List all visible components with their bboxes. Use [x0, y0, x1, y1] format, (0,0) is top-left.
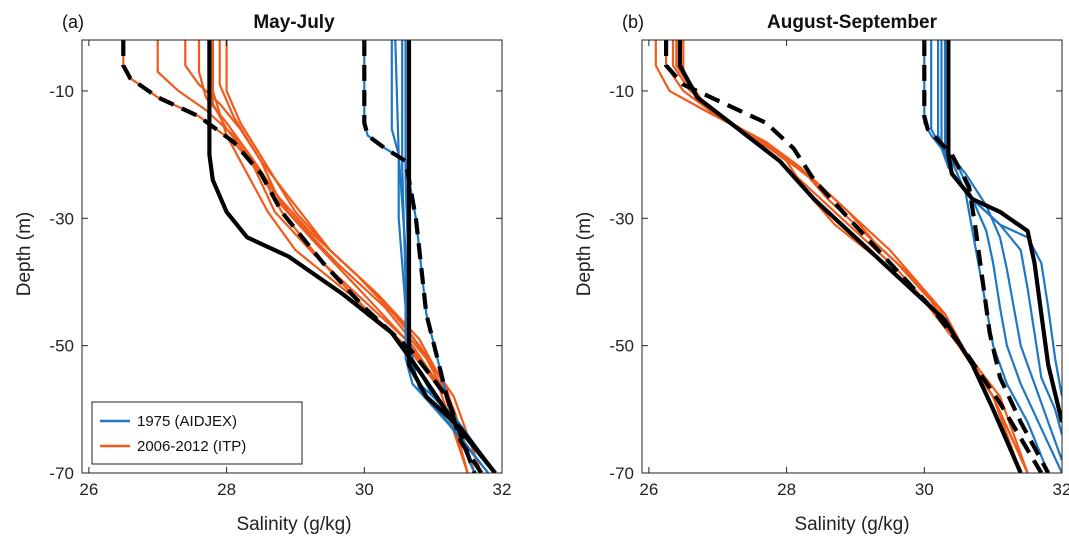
panel-b-xlabel: Salinity (g/kg): [794, 514, 909, 535]
x-tick-label: 28: [217, 480, 236, 499]
legend-label: 2006-2012 (ITP): [137, 438, 246, 455]
aidjex-profile-line: [923, 40, 1050, 473]
itp-profile-line: [156, 40, 476, 473]
x-tick-label: 32: [493, 480, 512, 499]
plot-area: [654, 40, 1062, 473]
panel-a: (a) May-July Salinity (g/kg) Depth (m) 2…: [14, 12, 511, 535]
x-tick-label: 32: [1053, 480, 1069, 499]
x-tick-label: 30: [355, 480, 374, 499]
y-tick-label: -10: [49, 82, 74, 101]
panel-a-xlabel: Salinity (g/kg): [236, 514, 351, 535]
mean-dashed-line: [922, 40, 1051, 473]
itp-profile-line: [225, 40, 483, 473]
panel-b-ylabel: Depth (m): [574, 212, 595, 296]
mean-solid-line: [677, 40, 1023, 473]
itp-profile-line: [197, 40, 476, 473]
y-tick-label: -70: [49, 464, 74, 483]
panel-b: (b) August-September Salinity (g/kg) Dep…: [574, 12, 1069, 535]
legend-box: [91, 401, 303, 465]
mean-solid-line: [946, 40, 1062, 423]
aidjex-profile-line: [940, 40, 1062, 436]
panel-a-ylabel: Depth (m): [14, 212, 35, 296]
y-tick-label: -10: [609, 82, 634, 101]
x-tick-label: 28: [777, 480, 796, 499]
panel-b-letter: (b): [622, 12, 644, 32]
mean-dashed-line: [362, 40, 484, 473]
itp-profile-line: [665, 40, 1022, 473]
axes-frame: [641, 39, 1063, 474]
x-tick-label: 30: [915, 480, 934, 499]
y-tick-label: -70: [609, 464, 634, 483]
mean-dashed-line: [664, 40, 1044, 473]
panel-a-letter: (a): [62, 12, 84, 32]
itp-profile-line: [682, 40, 1022, 473]
panel-a-title: May-July: [253, 12, 335, 33]
y-tick-label: -30: [609, 209, 634, 228]
y-tick-label: -50: [49, 337, 74, 356]
itp-profile-line: [671, 40, 1029, 473]
aidjex-profile-line: [401, 40, 490, 473]
mean-dashed-line: [121, 40, 477, 473]
axes-frame: [81, 39, 503, 474]
y-tick-label: -30: [49, 209, 74, 228]
x-tick-label: 26: [79, 480, 98, 499]
plot-area: [121, 40, 497, 473]
legend: 1975 (AIDJEX) 2006-2012 (ITP): [91, 401, 303, 465]
itp-profile-line: [654, 40, 1029, 473]
mean-solid-line: [207, 40, 497, 473]
panel-b-title: August-September: [767, 12, 938, 33]
legend-label: 1975 (AIDJEX): [137, 413, 237, 430]
y-tick-label: -50: [609, 337, 634, 356]
mean-solid-line: [406, 40, 497, 473]
x-tick-label: 26: [639, 480, 658, 499]
